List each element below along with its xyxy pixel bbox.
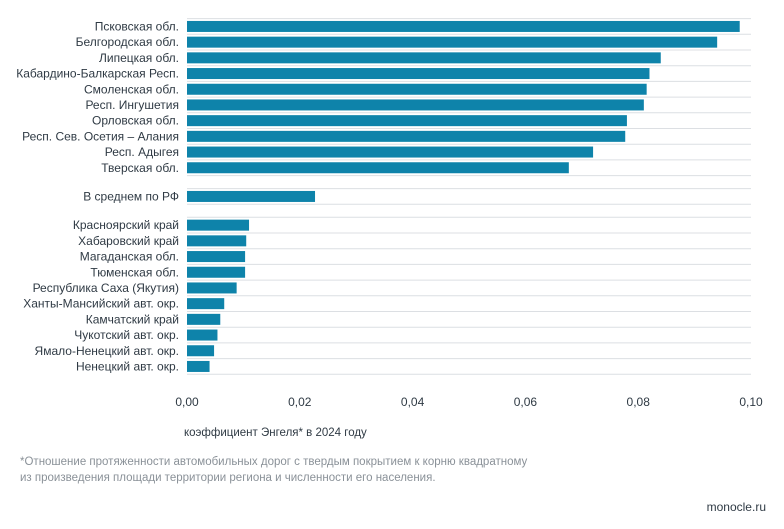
category-label: Ненецкий авт. окр. [76,359,179,373]
category-label: Смоленская обл. [84,82,179,96]
category-label: Орловская обл. [92,114,179,128]
category-label: Тюменская обл. [90,265,179,279]
category-label: Магаданская обл. [80,250,179,264]
bar [187,345,215,357]
bar [187,251,246,263]
category-label: Липецкая обл. [99,51,179,65]
category-label: Тверская обл. [101,161,179,175]
category-label: Камчатский край [86,312,179,326]
bar [187,130,626,142]
x-tick-label: 0,10 [739,395,763,409]
bar [187,298,225,310]
x-tick-label: 0,06 [514,395,538,409]
x-tick-labels: 0,00 0,02 0,04 0,06 0,08 0,10 [175,395,763,409]
bar [187,313,221,325]
bar [187,36,718,48]
bar [187,99,644,111]
category-label: Ханты-Мансийский авт. окр. [23,297,179,311]
bar [187,360,210,372]
category-label: Респ. Сев. Осетия – Алания [22,129,179,143]
category-label: Псковская обл. [95,19,179,33]
x-tick-label: 0,02 [288,395,312,409]
category-label: Хабаровский край [78,234,179,248]
category-label: Респ. Адыгея [105,145,179,159]
bar [187,115,627,127]
category-label: Красноярский край [73,218,179,232]
bar [187,68,650,80]
bar [187,20,740,32]
bar [187,329,218,341]
row-separators [187,18,751,375]
category-label: В среднем по РФ [83,189,179,203]
bar [187,282,237,294]
bar [187,162,569,174]
bar [187,83,647,95]
bar [187,266,246,278]
category-label: Белгородская обл. [76,35,179,49]
category-label: Чукотский авт. окр. [74,328,179,342]
bar [187,235,247,247]
category-labels: Псковская обл. Белгородская обл. Липецкая … [16,19,179,373]
brand-mark: monocle.ru [706,500,766,514]
x-axis-label: коэффициент Энгеля* в 2024 году [184,427,367,439]
category-label: Респ. Ингушетия [85,98,179,112]
bar [187,146,594,158]
x-tick-label: 0,08 [627,395,651,409]
bars [187,20,740,372]
bar [187,190,316,202]
category-label: Кабардино-Балкарская Респ. [16,67,179,81]
x-tick-label: 0,00 [175,395,199,409]
bar [187,52,661,64]
bar [187,219,250,231]
x-tick-label: 0,04 [401,395,425,409]
footnote-line-2: из произведения площади территории регио… [20,472,436,484]
category-label: Ямало-Ненецкий авт. окр. [35,344,179,358]
category-label: Республика Саха (Якутия) [33,281,179,295]
footnote-line-1: *Отношение протяженности автомобильных д… [20,456,528,468]
